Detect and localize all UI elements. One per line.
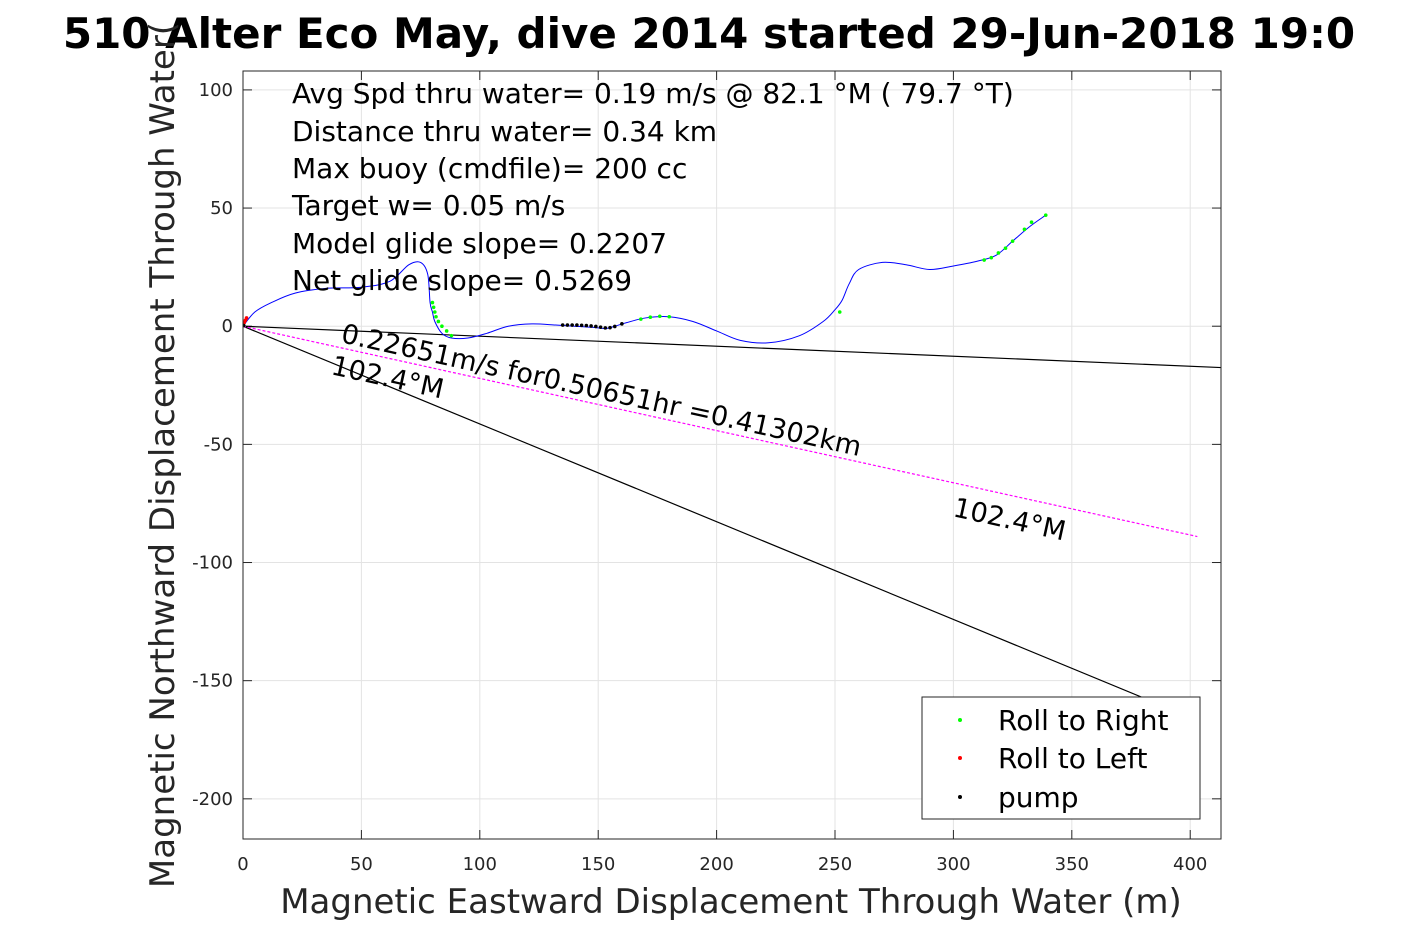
current-vector-line <box>243 325 1198 538</box>
pump-point <box>594 324 598 329</box>
roll-right-point <box>430 300 435 305</box>
info-distance: Distance thru water= 0.34 km <box>292 115 717 148</box>
roll-right-point <box>996 251 1001 255</box>
plot-frame <box>242 70 1222 840</box>
y-tick-label: -150 <box>192 671 233 692</box>
info-net-glide-slope: Net glide slope= 0.5269 <box>292 264 632 297</box>
roll-right-point <box>667 314 672 319</box>
roll-right-point <box>431 305 436 310</box>
roll-right-point <box>648 315 653 320</box>
roll-right-point <box>1022 227 1027 232</box>
roll-right-point <box>1043 213 1048 217</box>
y-axis-label: Magnetic Northward Displacement Through … <box>143 22 183 888</box>
pump-point <box>603 326 608 330</box>
x-tick-label: 100 <box>463 854 497 875</box>
legend-label-pump: pump <box>998 781 1079 814</box>
roll-right-point <box>639 317 643 321</box>
roll-right-point <box>989 255 994 260</box>
pump-point <box>565 323 570 327</box>
roll-right-point <box>433 310 437 314</box>
glide-ref-lower-line <box>243 325 1148 701</box>
pump-point <box>608 325 612 330</box>
pump-point <box>570 323 574 327</box>
x-tick-label: 150 <box>581 854 615 875</box>
pump-point <box>584 323 589 328</box>
pump-point <box>560 323 565 327</box>
pump-point <box>598 325 603 329</box>
roll-right-point <box>444 329 449 333</box>
legend-label-roll-right: Roll to Right <box>998 704 1169 737</box>
legend-label-roll-left: Roll to Left <box>998 742 1147 775</box>
y-tick-label: 50 <box>210 198 233 219</box>
x-tick-label: 400 <box>1173 854 1207 875</box>
x-tick-label: 300 <box>936 854 970 875</box>
pump-point <box>243 323 246 328</box>
info-text-block: Avg Spd thru water= 0.19 m/s @ 82.1 °M (… <box>291 77 1014 297</box>
x-tick-label: 200 <box>699 854 733 875</box>
glide-ref-upper-line <box>243 325 1221 369</box>
x-axis-label: Magnetic Eastward Displacement Through W… <box>280 882 1182 922</box>
pump-point <box>612 324 617 329</box>
series-layer <box>243 213 1221 701</box>
roll-right-point <box>440 324 444 329</box>
y-axis-ticks: 100 50 0 -50 -100 -150 -200 <box>192 80 1221 810</box>
x-tick-label: 0 <box>237 854 248 875</box>
roll-right-point <box>449 333 454 338</box>
pump-point <box>589 324 593 328</box>
legend-marker-roll-right <box>958 718 962 722</box>
y-tick-label: 0 <box>222 316 233 337</box>
chart-title: 510 Alter Eco May, dive 2014 started 29-… <box>63 9 1355 58</box>
pump-point <box>579 323 584 328</box>
info-max-buoy: Max buoy (cmdfile)= 200 cc <box>292 152 687 185</box>
x-axis-ticks: 0 50 100 150 200 250 300 350 400 <box>237 71 1207 875</box>
y-tick-label: -200 <box>192 789 233 810</box>
roll-right-point <box>1029 220 1034 225</box>
legend-box <box>921 696 1201 820</box>
roll-left-point <box>244 316 249 320</box>
legend-marker-pump <box>958 795 962 799</box>
y-tick-label: -50 <box>204 434 233 455</box>
grid <box>242 71 1221 839</box>
x-tick-label: 50 <box>350 854 373 875</box>
y-tick-label: 100 <box>199 80 233 101</box>
info-model-glide-slope: Model glide slope= 0.2207 <box>292 227 667 260</box>
legend: Roll to Right Roll to Left pump <box>921 696 1201 820</box>
legend-marker-roll-left <box>958 756 962 760</box>
roll-right-point <box>1003 246 1008 251</box>
pump-point <box>575 323 579 327</box>
x-tick-label: 350 <box>1055 854 1089 875</box>
pump-point <box>620 322 624 326</box>
y-tick-label: -100 <box>192 553 233 574</box>
info-target-w: Target w= 0.05 m/s <box>291 189 565 222</box>
roll-right-point <box>434 314 438 319</box>
roll-right-point <box>1010 239 1015 243</box>
info-avg-speed: Avg Spd thru water= 0.19 m/s @ 82.1 °M (… <box>292 77 1014 110</box>
roll-right-point <box>837 310 842 314</box>
x-tick-label: 250 <box>818 854 852 875</box>
roll-right-point <box>982 258 986 262</box>
roll-right-point <box>657 314 662 319</box>
roll-right-point <box>436 319 441 324</box>
